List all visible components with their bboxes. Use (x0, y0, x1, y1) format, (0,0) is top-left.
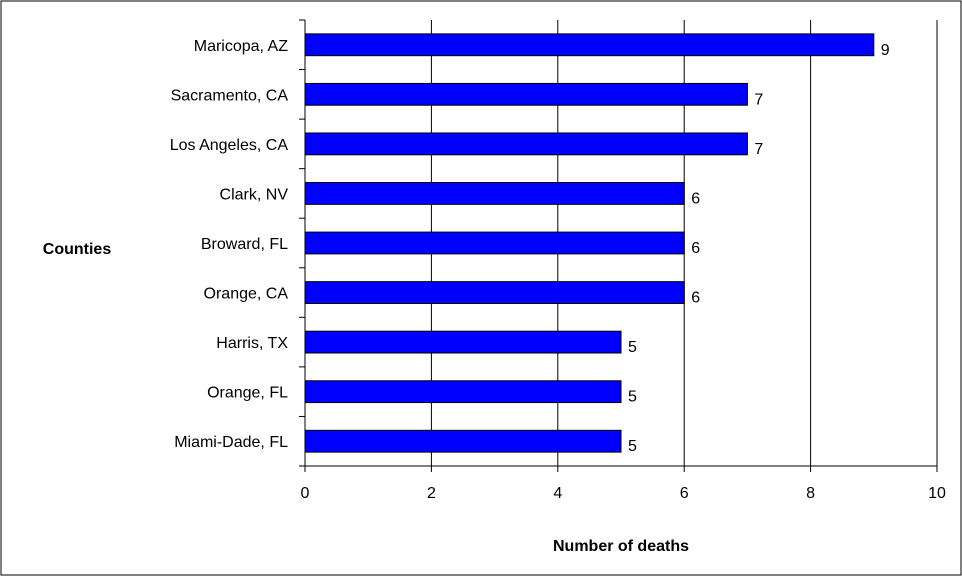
x-tick-label: 10 (928, 485, 946, 502)
category-label: Miami-Dade, FL (174, 434, 288, 451)
y-axis-title: Counties (43, 241, 112, 258)
data-label: 6 (691, 190, 700, 207)
category-label: Orange, CA (204, 286, 289, 303)
data-label: 5 (628, 339, 637, 356)
bars (304, 33, 875, 453)
bar-harris-tx (304, 330, 622, 354)
category-label: Broward, FL (201, 236, 288, 253)
data-label: 5 (628, 389, 637, 406)
category-label: Clark, NV (220, 186, 289, 203)
bar-sacramento-ca (304, 82, 748, 106)
data-label: 6 (691, 240, 700, 257)
data-label: 7 (754, 141, 763, 158)
category-label: Los Angeles, CA (170, 137, 289, 154)
data-label: 5 (628, 438, 637, 455)
x-tick-label: 2 (427, 485, 436, 502)
bar-miami-dade-fl (304, 429, 622, 453)
category-label: Maricopa, AZ (194, 38, 288, 55)
bar-los-angeles-ca (304, 132, 748, 156)
category-label: Harris, TX (216, 335, 288, 352)
bar-clark-nv (304, 182, 685, 205)
x-tick-label: 4 (553, 485, 562, 502)
x-axis-title: Number of deaths (553, 538, 689, 555)
bar-orange-ca (304, 281, 685, 304)
category-label: Orange, FL (207, 385, 288, 402)
x-tick-label: 6 (680, 485, 689, 502)
bar-maricopa-az (304, 33, 875, 57)
x-tick-label: 8 (806, 485, 815, 502)
bar-broward-fl (304, 231, 685, 255)
data-label: 6 (691, 290, 700, 307)
bar-orange-fl (304, 380, 622, 404)
category-label: Sacramento, CA (171, 87, 289, 104)
data-label: 7 (754, 91, 763, 108)
x-tick-label: 0 (301, 485, 310, 502)
labels: 0 2 4 6 8 10 Maricopa, AZ 9 Sacramento, CA 7 Los A… (170, 38, 946, 502)
data-label: 9 (881, 42, 890, 59)
